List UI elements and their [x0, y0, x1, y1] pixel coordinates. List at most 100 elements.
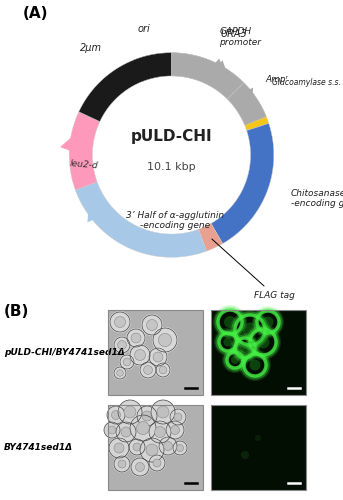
Circle shape [157, 406, 169, 418]
Circle shape [158, 436, 178, 456]
Circle shape [170, 409, 186, 425]
Circle shape [111, 410, 120, 420]
Circle shape [118, 460, 126, 468]
Circle shape [137, 406, 157, 426]
Circle shape [118, 340, 127, 349]
Circle shape [136, 405, 158, 427]
Circle shape [129, 344, 151, 366]
Polygon shape [163, 52, 244, 99]
Circle shape [106, 405, 126, 425]
Circle shape [115, 421, 137, 443]
Circle shape [139, 361, 157, 379]
Circle shape [241, 451, 249, 459]
Text: URA3: URA3 [220, 30, 247, 40]
Circle shape [114, 456, 130, 472]
Circle shape [166, 421, 184, 439]
Text: (B): (B) [4, 304, 29, 319]
Text: 10.1 kbp: 10.1 kbp [147, 162, 196, 172]
Polygon shape [69, 112, 100, 190]
Circle shape [148, 347, 168, 367]
Circle shape [103, 421, 121, 439]
Text: Ampʳ: Ampʳ [265, 75, 288, 84]
Circle shape [148, 454, 166, 472]
Circle shape [159, 366, 167, 374]
Circle shape [123, 358, 131, 366]
Circle shape [119, 354, 135, 370]
Polygon shape [211, 124, 274, 244]
Bar [211, 405, 306, 490]
Circle shape [109, 311, 131, 333]
Circle shape [149, 421, 171, 443]
Circle shape [255, 435, 261, 441]
Text: FLAG tag: FLAG tag [212, 239, 295, 300]
Circle shape [118, 400, 142, 424]
Circle shape [154, 426, 166, 438]
Circle shape [130, 457, 150, 477]
Circle shape [224, 316, 236, 328]
Circle shape [173, 441, 187, 455]
Circle shape [104, 422, 120, 438]
Circle shape [177, 444, 184, 452]
Circle shape [133, 443, 141, 451]
Circle shape [107, 406, 125, 424]
Circle shape [240, 343, 250, 353]
Circle shape [110, 312, 130, 332]
Bar [211, 310, 306, 395]
Circle shape [153, 459, 161, 467]
Polygon shape [227, 82, 263, 119]
Circle shape [231, 356, 239, 364]
Circle shape [140, 438, 164, 462]
Circle shape [141, 314, 163, 336]
Circle shape [148, 420, 172, 444]
Text: 3’ Half of α-agglutinin
-encoding gene: 3’ Half of α-agglutinin -encoding gene [126, 211, 224, 230]
Circle shape [134, 350, 145, 360]
Polygon shape [60, 124, 92, 158]
Circle shape [113, 455, 131, 473]
Circle shape [117, 399, 143, 425]
Circle shape [142, 315, 162, 335]
Circle shape [115, 316, 126, 328]
Circle shape [113, 336, 131, 354]
Bar [108, 405, 203, 490]
Circle shape [172, 440, 188, 456]
Circle shape [137, 422, 150, 434]
Circle shape [130, 415, 156, 441]
Bar [211, 405, 306, 490]
Circle shape [146, 444, 158, 456]
Text: (A): (A) [23, 6, 48, 21]
Circle shape [150, 399, 176, 425]
Polygon shape [87, 194, 113, 222]
Circle shape [131, 458, 149, 476]
Bar [108, 310, 203, 395]
Circle shape [129, 439, 145, 455]
Polygon shape [75, 182, 206, 258]
Polygon shape [79, 52, 172, 122]
Circle shape [149, 455, 165, 471]
Circle shape [114, 337, 130, 353]
Polygon shape [242, 108, 269, 130]
Circle shape [224, 338, 233, 346]
Text: GAPDH
promoter: GAPDH promoter [219, 28, 261, 47]
Circle shape [108, 437, 130, 459]
Polygon shape [227, 82, 267, 126]
Text: ori: ori [137, 24, 150, 34]
Circle shape [131, 333, 141, 343]
Text: 2μm: 2μm [80, 44, 102, 54]
Circle shape [155, 362, 171, 378]
Polygon shape [201, 58, 230, 86]
Circle shape [121, 427, 131, 437]
Circle shape [113, 366, 127, 380]
Circle shape [257, 336, 270, 348]
Circle shape [153, 328, 177, 352]
Circle shape [124, 406, 136, 418]
Circle shape [129, 414, 157, 442]
Circle shape [243, 322, 258, 338]
Circle shape [151, 400, 175, 424]
Circle shape [165, 420, 185, 440]
Polygon shape [199, 224, 223, 251]
Circle shape [114, 367, 126, 379]
Bar [108, 310, 203, 395]
Text: BY4741sed1Δ: BY4741sed1Δ [4, 443, 73, 452]
Circle shape [116, 422, 136, 442]
Circle shape [117, 370, 123, 376]
